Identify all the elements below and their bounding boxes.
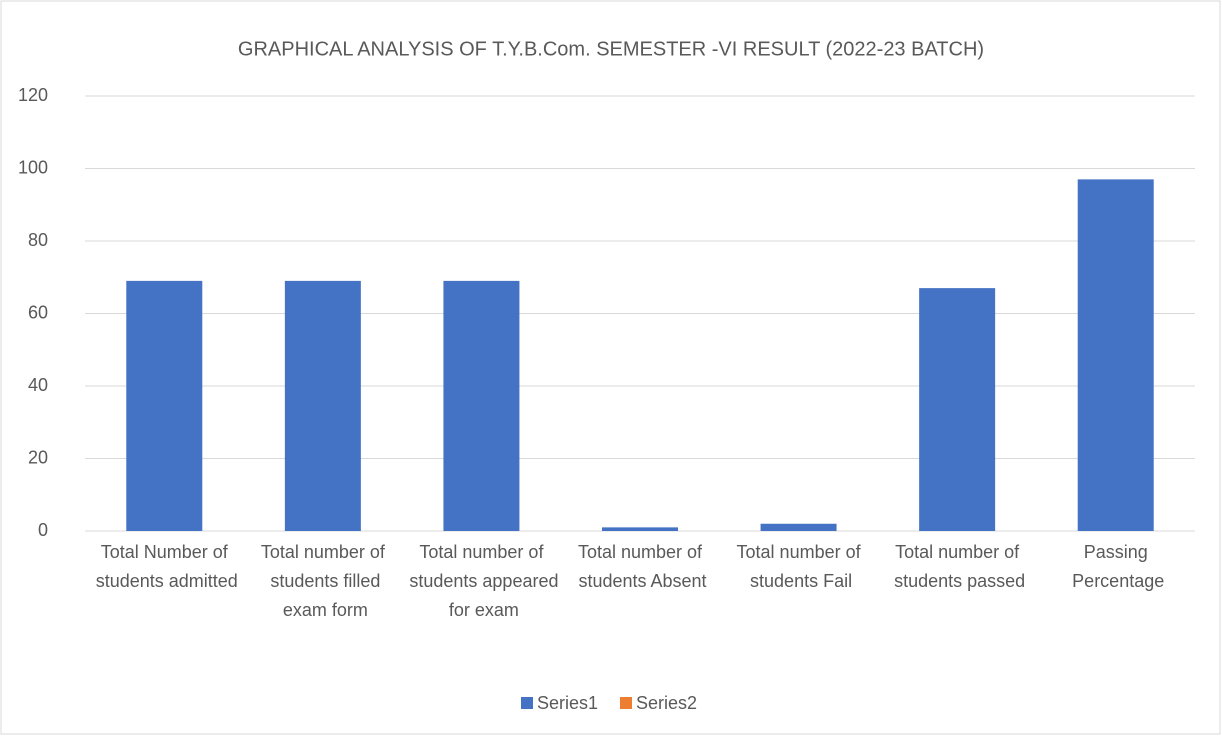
y-tick-label: 120 xyxy=(18,85,48,105)
bar xyxy=(760,523,837,531)
chart-title: GRAPHICAL ANALYSIS OF T.Y.B.Com. SEMESTE… xyxy=(238,38,984,60)
bar xyxy=(919,288,996,531)
x-tick-label: Total number of students passed xyxy=(889,542,1025,591)
y-tick-label: 0 xyxy=(38,520,48,540)
bar xyxy=(284,280,361,531)
x-tick-label: Total Number of students admitted xyxy=(91,542,238,591)
bar xyxy=(1077,179,1154,531)
bar xyxy=(443,280,520,531)
x-tick-label: Total number of students filled exam for… xyxy=(261,542,386,620)
x-tick-label: Passing Percentage xyxy=(1067,542,1164,591)
x-tick-label: Total number of students Fail xyxy=(737,542,862,591)
x-tick-label: Total number of students appeared for ex… xyxy=(404,542,558,620)
y-tick-label: 20 xyxy=(28,447,48,467)
bar xyxy=(126,280,203,531)
y-tick-label: 60 xyxy=(28,302,48,322)
legend-label: Series2 xyxy=(636,693,697,713)
y-tick-label: 80 xyxy=(28,230,48,250)
legend-swatch xyxy=(620,697,632,709)
legend-swatch xyxy=(521,697,533,709)
y-tick-label: 40 xyxy=(28,375,48,395)
x-tick-label: Total number of students Absent xyxy=(573,542,706,591)
legend-label: Series1 xyxy=(537,693,598,713)
bar xyxy=(602,527,678,531)
y-tick-label: 100 xyxy=(18,157,48,177)
